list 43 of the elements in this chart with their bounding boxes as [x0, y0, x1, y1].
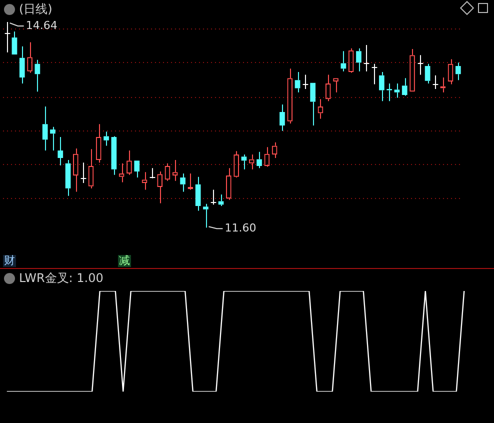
candlestick [402, 78, 408, 96]
candlestick [294, 72, 300, 93]
candlestick [111, 136, 117, 176]
candlestick [188, 172, 194, 190]
candlestick [386, 83, 392, 102]
candlestick [302, 74, 309, 90]
candlestick [340, 50, 346, 72]
candlestick [34, 59, 40, 92]
candlestick [394, 83, 400, 98]
candlestick [4, 22, 11, 53]
annotation: 14.64 [26, 18, 58, 32]
candlestick [65, 159, 71, 196]
text: 减 [118, 254, 131, 267]
candlestick [417, 54, 424, 76]
chart-title: (日线) [19, 1, 52, 18]
annotation: 11.60 [224, 221, 256, 234]
candlestick [50, 126, 56, 151]
candlestick [149, 168, 156, 179]
candlestick [218, 194, 224, 206]
text: 财 [3, 254, 16, 267]
candlestick [256, 151, 262, 169]
candlestick [379, 72, 384, 102]
candlestick [104, 131, 109, 146]
candlestick [241, 154, 247, 170]
chart-title: LWR金叉: 1.00 [19, 270, 104, 287]
candlestick [356, 48, 362, 72]
candlestick [310, 82, 316, 126]
candlestick [363, 44, 370, 72]
candlestick [203, 203, 208, 228]
candlestick [180, 172, 186, 192]
candlestick [80, 162, 87, 184]
candlestick [12, 30, 18, 54]
candlestick [280, 104, 285, 132]
candlestick [432, 74, 439, 90]
candlestick [19, 46, 25, 84]
candlestick [134, 160, 140, 178]
candlestick [195, 176, 201, 212]
candlestick [424, 63, 430, 84]
candlestick [42, 106, 48, 151]
candlestick [456, 62, 461, 81]
candlestick [371, 63, 378, 85]
candlestick [210, 189, 217, 206]
candlestick [58, 136, 64, 166]
